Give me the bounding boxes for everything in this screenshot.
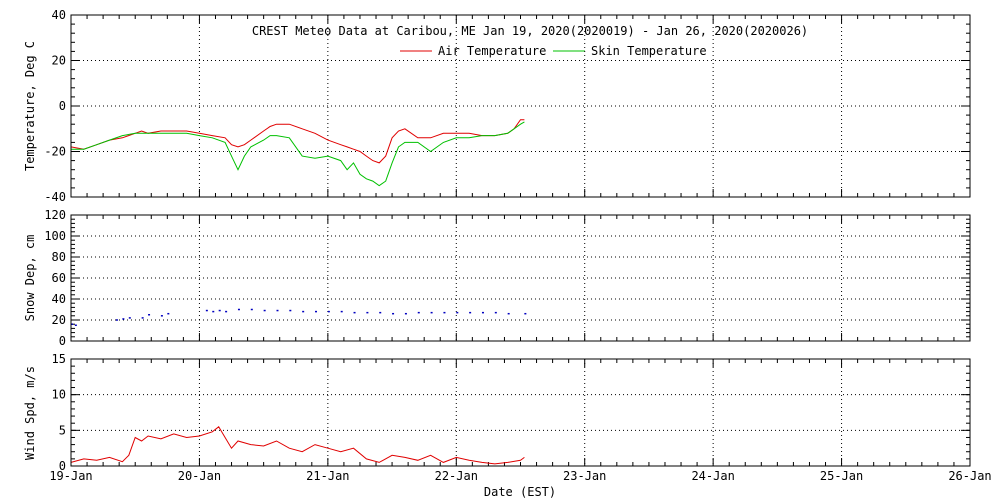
- panel-2: 0 5 10 15: [52, 352, 971, 473]
- panel-frame: [70, 214, 971, 342]
- y-tick-label: 40: [52, 292, 66, 306]
- x-tick-label: 21-Jan: [306, 469, 349, 483]
- y-tick-label: -40: [44, 190, 66, 204]
- x-tick-label: 22-Jan: [435, 469, 478, 483]
- ylabel-wind-speed: Wind Spd, m/s: [23, 366, 37, 460]
- x-tick-label: 24-Jan: [691, 469, 734, 483]
- panel-frame: [70, 358, 971, 467]
- y-tick-label: 20: [52, 54, 66, 68]
- x-tick-label: 25-Jan: [820, 469, 863, 483]
- x-tick-label: 26-Jan: [948, 469, 991, 483]
- ylabel-temperature: Temperature, Deg C: [23, 41, 37, 171]
- y-tick-label: 15: [52, 352, 66, 366]
- y-tick-label: 0: [59, 99, 66, 113]
- y-tick-label: -20: [44, 145, 66, 159]
- legend-label-air: Air Temperature: [438, 44, 546, 58]
- y-tick-label: 10: [52, 388, 66, 402]
- y-tick-label: 40: [52, 8, 66, 22]
- air-temperature-line: [70, 119, 525, 164]
- y-tick-label: 80: [52, 250, 66, 264]
- panel-frame: [70, 14, 971, 198]
- panel-1: 0 20 40 60 80 100 120: [44, 208, 971, 348]
- y-tick-label: 100: [44, 229, 66, 243]
- y-tick-label: 20: [52, 313, 66, 327]
- y-tick-label: 120: [44, 208, 66, 222]
- wind-speed-line: [70, 426, 525, 465]
- x-tick-label: 20-Jan: [178, 469, 221, 483]
- x-tick-label: 23-Jan: [563, 469, 606, 483]
- legend-label-skin: Skin Temperature: [591, 44, 707, 58]
- x-tick-label: 19-Jan: [49, 469, 92, 483]
- y-tick-label: 0: [59, 459, 66, 473]
- panels: -40 -20 0 20 40 0 20 40 60 80 100 120 0 5 10 15 19-Jan 20…: [44, 8, 991, 483]
- y-tick-label: 0: [59, 334, 66, 348]
- chart-title: CREST Meteo Data at Caribou, ME Jan 19, …: [252, 24, 808, 38]
- xlabel: Date (EST): [484, 485, 556, 499]
- y-tick-label: 5: [59, 423, 66, 437]
- panel-0: -40 -20 0 20 40: [44, 8, 971, 204]
- skin-temperature-line: [71, 121, 525, 187]
- legend: Air Temperature Skin Temperature: [400, 44, 707, 58]
- ylabel-snow-depth: Snow Dep, cm: [23, 235, 37, 322]
- y-tick-label: 60: [52, 271, 66, 285]
